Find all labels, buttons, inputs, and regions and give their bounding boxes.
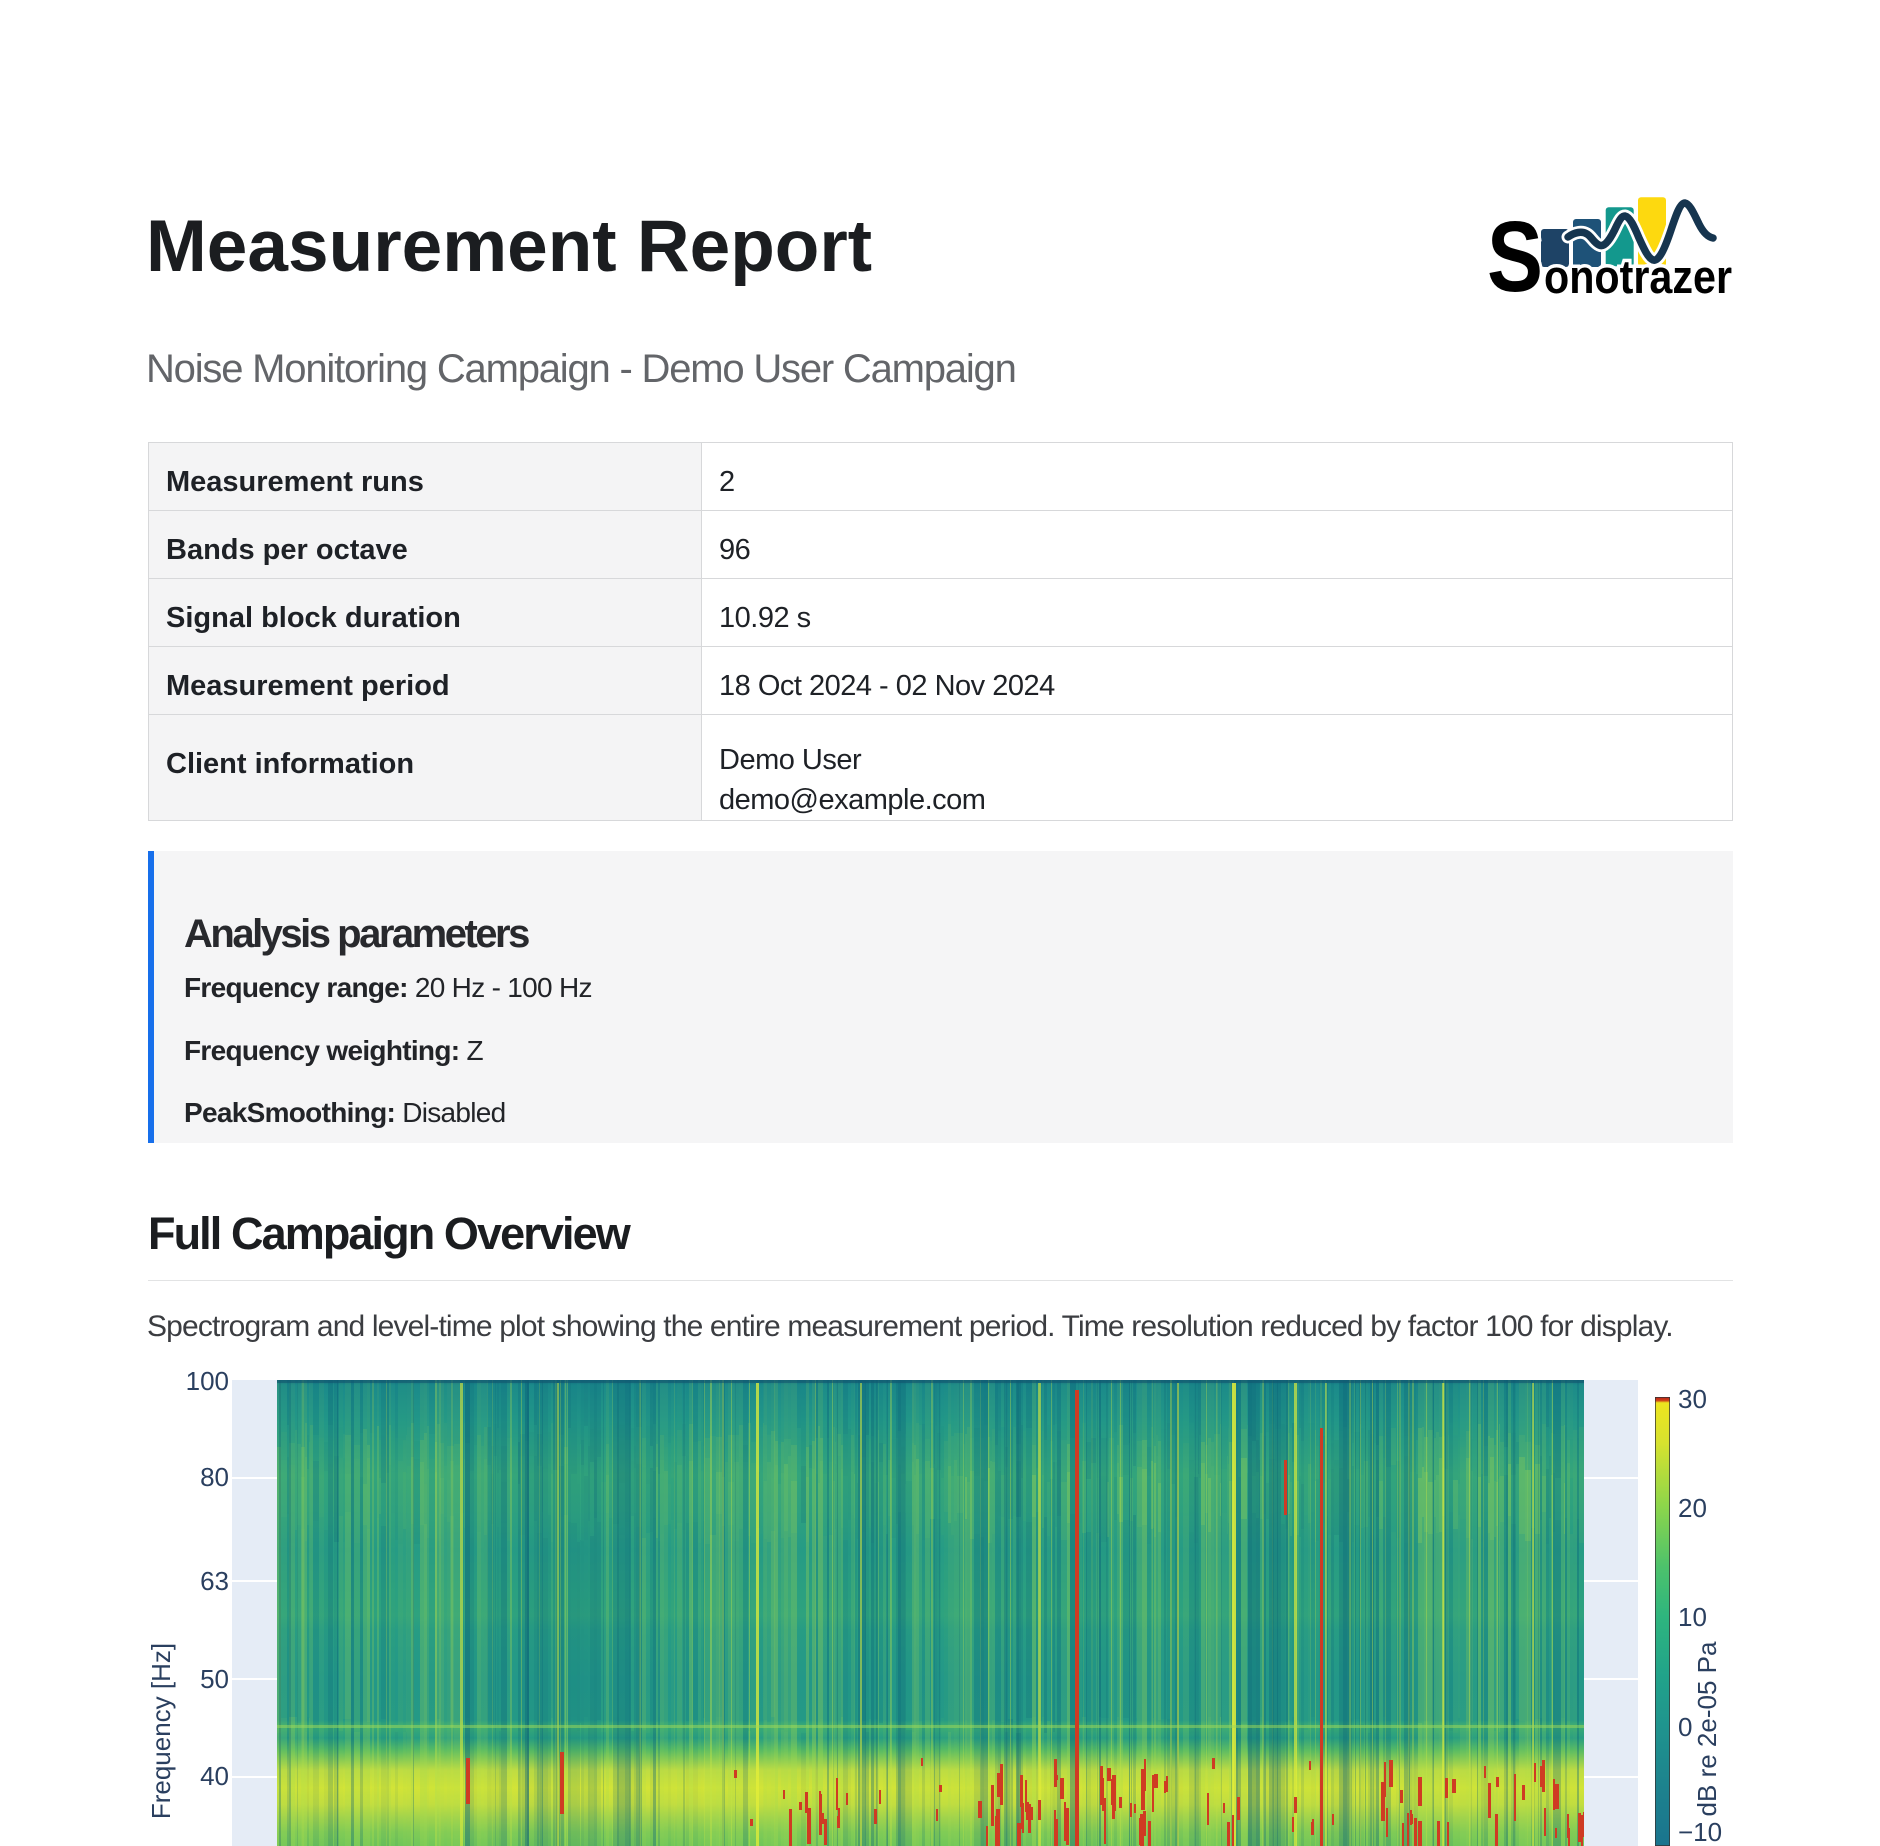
svg-text:dB re 2e-05 Pa: dB re 2e-05 Pa [1692,1641,1722,1816]
svg-text:S: S [1487,201,1543,308]
svg-text:onotrazer: onotrazer [1544,250,1732,303]
